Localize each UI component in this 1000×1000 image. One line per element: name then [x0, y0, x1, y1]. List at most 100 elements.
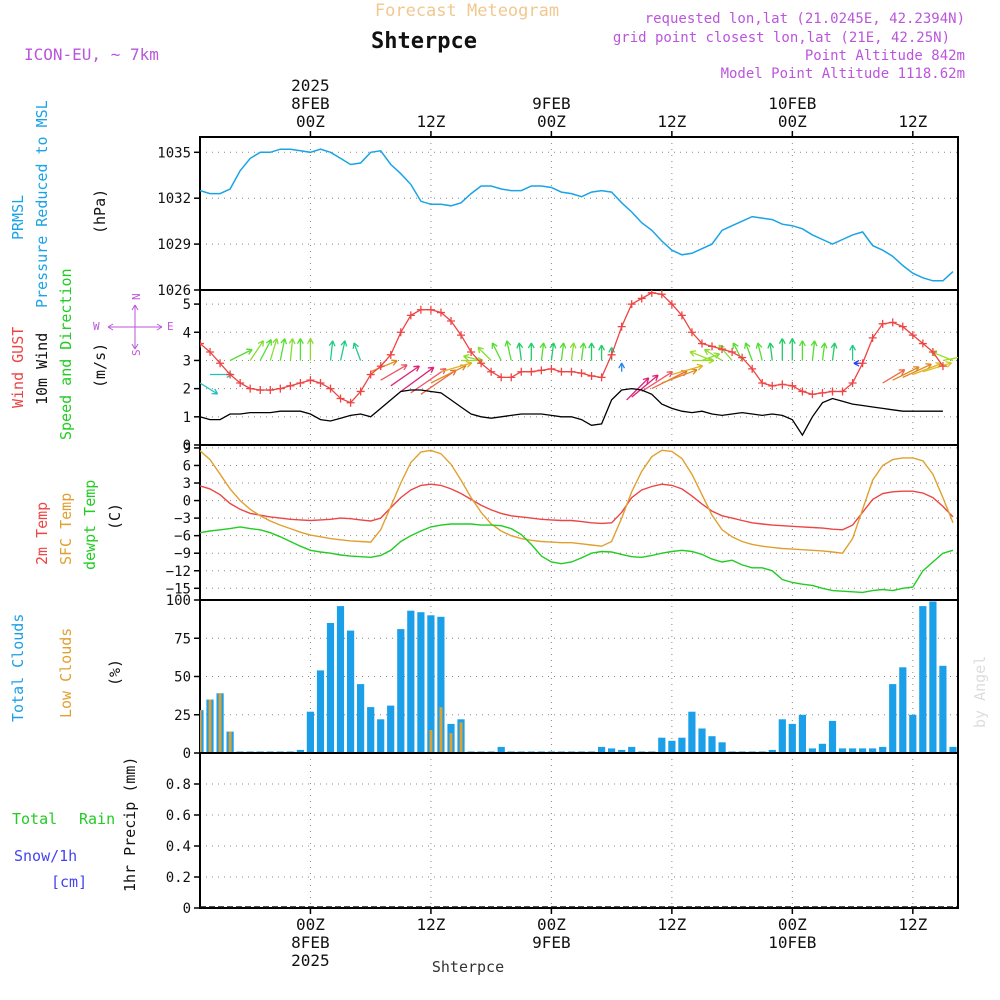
low-cloud-bar [459, 722, 463, 753]
wind-arrow [588, 342, 595, 361]
pressure-unit: (hPa) [91, 189, 109, 234]
low-cloud-bar [228, 731, 232, 753]
total-cloud-bar [0, 744, 7, 753]
chart-subtitle: Forecast Meteogram [375, 1, 559, 21]
wind-arrow [477, 346, 492, 361]
wind-arrow [631, 374, 659, 398]
total-cloud-bar [0, 750, 7, 753]
precip-labels: Total Rain Snow/1h [cm] 1hr Precip (mm) [12, 757, 139, 892]
y-tick-label: 2 [183, 382, 191, 398]
y-tick-label: 1029 [157, 237, 191, 253]
y-tick-label: 0 [183, 494, 191, 510]
gust-marker [376, 362, 385, 371]
wind-arrow [661, 368, 698, 384]
gust-marker [617, 322, 626, 331]
gust-marker [657, 290, 666, 299]
gust-marker [888, 318, 897, 327]
total-cloud-bar [608, 748, 616, 753]
gust-marker [838, 387, 847, 396]
gust-marker [336, 394, 345, 403]
gust-marker [276, 384, 285, 393]
wind-arrow [352, 342, 362, 361]
gust-marker [908, 331, 917, 340]
gust-marker [497, 373, 506, 382]
x-tick-label: 2025 [291, 951, 330, 970]
total-cloud-bar [437, 616, 445, 753]
wind-arrow [307, 338, 314, 361]
wind-unit: (m/s) [91, 343, 109, 388]
gust-marker [758, 379, 767, 387]
y-tick-label: 1026 [157, 283, 191, 299]
gust-marker [557, 367, 566, 376]
wind-arrow [767, 342, 775, 361]
wind-arrow [559, 342, 567, 361]
total-cloud-bar [628, 746, 636, 753]
wind-panel: 0 1 2 3 4 5 [183, 289, 959, 454]
wind-arrow [339, 340, 348, 361]
total-cloud-bar [0, 750, 7, 753]
x-tick-label: 12Z [898, 915, 927, 934]
total-cloud-bar [357, 684, 365, 753]
y-tick-label: 0 [183, 746, 191, 762]
precip-panel: 0 0.2 0.4 0.6 0.8 [166, 752, 959, 917]
gust-marker [627, 300, 636, 309]
y-tick-label: 9 [183, 441, 191, 457]
total-cloud-bar [889, 684, 897, 753]
y-tick-label: −9 [174, 546, 191, 562]
temp-2m-label: 2m Temp [33, 502, 51, 565]
y-tick-label: 3 [183, 353, 191, 369]
total-cloud-bar [397, 629, 405, 753]
gust-marker [918, 339, 927, 348]
x-tick-label: 00Z [296, 915, 325, 934]
wind-arrow [288, 338, 296, 361]
gust-marker [647, 290, 656, 297]
y-tick-label: 100 [166, 593, 191, 609]
y-tick-label: 0 [183, 438, 191, 454]
temp-2m-line [200, 483, 954, 531]
low-cloud-bar [439, 707, 443, 753]
gust-marker [366, 370, 375, 379]
x-tick-label: 00Z [296, 112, 325, 131]
y-tick-label: 0 [183, 901, 191, 917]
total-cloud-bar [306, 711, 314, 753]
compass-rose: N S W E [93, 293, 174, 356]
y-tick-label: −3 [174, 511, 191, 527]
total-cloud-bar [417, 612, 425, 753]
y-tick-label: 5 [183, 297, 191, 313]
low-cloud-bar [208, 699, 212, 753]
grid-lines [200, 137, 958, 290]
total-cloud-bar [336, 606, 345, 753]
total-cloud-bar [869, 748, 877, 753]
gust-marker [457, 331, 466, 340]
total-cloud-bar [407, 610, 415, 753]
panel-frame [199, 752, 959, 909]
precip-unit: 1hr Precip (mm) [121, 757, 139, 892]
pressure-line [200, 148, 954, 282]
grid-lines [200, 445, 958, 600]
x-tick-label: 00Z [537, 112, 566, 131]
snow-label: Snow/1h [14, 847, 77, 865]
gust-marker [748, 364, 757, 373]
clouds-panel: 0 25 50 75 100 [0, 593, 959, 762]
wind-arrow [830, 342, 838, 361]
total-cloud-bar [708, 736, 716, 753]
wind-arrow [922, 361, 952, 373]
gust-marker [637, 294, 646, 303]
total-cloud-bar [939, 665, 947, 753]
x-tick-label: 00Z [537, 915, 566, 934]
wind-gust-label: Wind GUST [9, 327, 27, 408]
wind-arrow [618, 362, 626, 372]
gust-marker [286, 381, 295, 390]
gust-marker [677, 311, 686, 320]
y-tick-label: −12 [166, 564, 191, 580]
x-tick-label: 12Z [416, 112, 445, 131]
y-tick-label: 4 [183, 325, 191, 341]
gust-marker [256, 386, 265, 395]
low-cloud-bar [429, 730, 433, 753]
wind-arrow [718, 344, 733, 361]
gust-marker [868, 333, 877, 342]
wind-arrow [491, 342, 502, 361]
pressure-labels: PRMSL Pressure Reduced to MSL (hPa) [9, 100, 109, 308]
